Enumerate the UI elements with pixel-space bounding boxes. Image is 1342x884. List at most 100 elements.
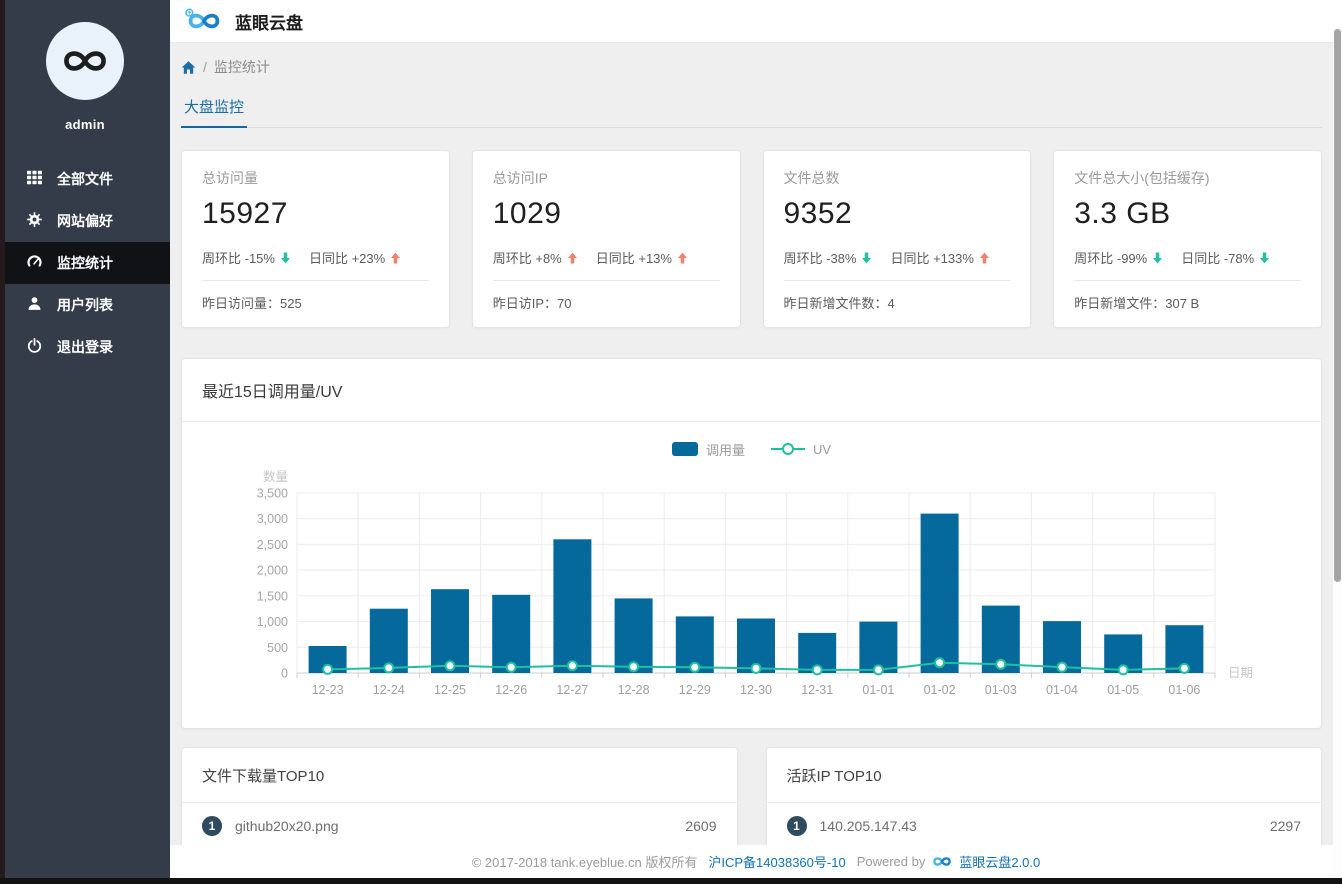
svg-text:12-30: 12-30 (740, 683, 772, 697)
list-item: 1 github20x20.png 2609 (182, 803, 737, 849)
sidebar-item-label: 用户列表 (57, 297, 113, 313)
gear-icon (27, 212, 42, 230)
metric-日同比: 日同比 +13% (596, 248, 688, 267)
stat-footer: 昨日新增文件：307 B (1074, 296, 1200, 311)
scrollbar-thumb[interactable] (1334, 29, 1341, 582)
metric-text: 日同比 -78% (1181, 251, 1255, 266)
scrollbar[interactable] (1333, 26, 1342, 878)
metric-text: 日同比 +133% (890, 251, 974, 266)
uv-point-01-03[interactable] (995, 658, 1007, 670)
legend-label: UV (812, 441, 832, 457)
metric-text: 周环比 -15% (202, 251, 275, 266)
metric-text: 周环比 -99% (1074, 251, 1148, 266)
list-title: 活跃IP TOP10 (766, 748, 1321, 803)
bar-01-02[interactable] (920, 513, 959, 673)
stat-card-total-ips: 总访问IP 1029 周环比 +8% 日同比 +13% 昨日访IP：70 (471, 150, 741, 328)
divider (1074, 280, 1301, 281)
bar-12-28[interactable] (614, 598, 653, 673)
uv-point-12-25[interactable] (444, 660, 456, 672)
stat-value: 9352 (783, 197, 853, 230)
uv-point-01-04[interactable] (1056, 661, 1068, 673)
stat-label: 文件总数 (783, 170, 840, 186)
svg-text:12-31: 12-31 (801, 683, 833, 697)
legend-label: 调用量 (705, 442, 745, 458)
svg-text:01-04: 01-04 (1046, 683, 1078, 697)
sidebar-item-logout[interactable]: 退出登录 (0, 326, 170, 368)
stat-metrics: 周环比 -99% 日同比 -78% (1074, 248, 1301, 267)
svg-text:12-29: 12-29 (679, 683, 711, 697)
chart-plot: 0 500 1,000 1,500 2,000 2,500 3,000 3,500 数量 日期 12… (202, 459, 1301, 716)
app-title: 蓝眼云盘 (235, 13, 303, 33)
uv-point-01-01[interactable] (872, 664, 884, 676)
sidebar-item-all-files[interactable]: 全部文件 (0, 158, 170, 200)
bar-12-27[interactable] (553, 539, 592, 673)
content: / 监控统计 大盘监控 总访问量 15927 周环比 -15% 日同比 +23% 昨日访… (170, 57, 1342, 855)
dashboard-icon (27, 254, 42, 272)
bar-12-25[interactable] (431, 589, 469, 673)
uv-point-12-27[interactable] (566, 660, 578, 672)
uv-point-12-26[interactable] (505, 661, 517, 673)
tab-dashboard-monitor[interactable]: 大盘监控 (181, 96, 248, 128)
uv-point-12-23[interactable] (322, 663, 334, 675)
uv-point-01-05[interactable] (1117, 664, 1129, 676)
app-header: 蓝眼云盘 (170, 0, 1342, 43)
home-icon[interactable] (181, 60, 196, 75)
sidebar-item-site-preference[interactable]: 网站偏好 (0, 200, 170, 242)
uv-point-12-29[interactable] (689, 661, 701, 673)
top-lists-row: 文件下载量TOP10 1 github20x20.png 2609 活跃IP TOP10… (181, 747, 1322, 855)
svg-text:01-06: 01-06 (1168, 683, 1200, 697)
bar-12-24[interactable] (369, 608, 408, 673)
stat-cards-row: 总访问量 15927 周环比 -15% 日同比 +23% 昨日访问量：525 总访问IP 1… (181, 150, 1322, 328)
arrow-up-icon (391, 252, 401, 263)
svg-text:500: 500 (267, 641, 288, 655)
chart-body: 调用量 UV 0 500 1,000 1,500 2,000 2,500 3,000 3,500… (182, 422, 1321, 728)
stat-label: 文件总大小(包括缓存) (1074, 170, 1210, 186)
rank-badge: 1 (202, 816, 222, 836)
uv-point-12-30[interactable] (750, 662, 762, 674)
metric-日同比: 日同比 +23% (309, 248, 401, 267)
uv-point-01-02[interactable] (934, 657, 946, 669)
powered-by: Powered by 蓝眼云盘2.0.0 (857, 852, 1041, 871)
user-icon (27, 296, 42, 314)
metric-text: 周环比 +8% (492, 251, 562, 266)
sidebar-item-label: 网站偏好 (57, 213, 113, 229)
sidebar-item-user-list[interactable]: 用户列表 (0, 284, 170, 326)
uv-point-12-31[interactable] (811, 664, 823, 676)
icp-link[interactable]: 沪ICP备14038360号-10 (708, 855, 846, 870)
uv-point-12-24[interactable] (383, 662, 395, 674)
svg-text:3,000: 3,000 (257, 512, 288, 526)
chart-title: 最近15日调用量/UV (182, 359, 1321, 422)
chart-card: 最近15日调用量/UV 调用量 UV 0 500 1,000 1,500 2,000 2,5… (181, 358, 1322, 729)
svg-text:2,500: 2,500 (257, 538, 288, 552)
bar-12-26[interactable] (492, 594, 531, 673)
app-logo-icon (183, 8, 225, 34)
stat-footer: 昨日新增文件数：4 (783, 296, 895, 311)
svg-text:12-24: 12-24 (373, 683, 405, 697)
uv-point-12-28[interactable] (628, 661, 640, 673)
list-card-active-ips-top10: 活跃IP TOP10 1 140.205.147.43 2297 (765, 747, 1322, 855)
arrow-down-icon (862, 252, 872, 263)
legend-item-line[interactable]: UV (770, 441, 832, 457)
uv-point-01-06[interactable] (1178, 662, 1190, 674)
power-icon (27, 337, 42, 356)
svg-text:12-23: 12-23 (312, 683, 344, 697)
stat-card-total-files: 文件总数 9352 周环比 -38% 日同比 +133% 昨日新增文件数：4 (762, 150, 1032, 328)
main-area: 蓝眼云盘 / 监控统计 大盘监控 总访问量 15927 周环比 -15% 日同比 +2… (170, 0, 1342, 884)
legend-item-bar[interactable]: 调用量 (671, 440, 745, 459)
sidebar-item-monitor-stats[interactable]: 监控统计 (0, 242, 170, 284)
brand-link[interactable]: 蓝眼云盘2.0.0 (959, 855, 1041, 870)
stat-card-total-visits: 总访问量 15927 周环比 -15% 日同比 +23% 昨日访问量：525 (181, 150, 450, 328)
svg-text:0: 0 (281, 667, 288, 681)
sidebar-item-label: 全部文件 (57, 171, 113, 187)
arrow-down-icon (1260, 252, 1270, 263)
arrow-down-icon (1153, 252, 1163, 263)
metric-周环比: 周环比 -99% (1074, 248, 1163, 267)
svg-text:2,000: 2,000 (257, 564, 288, 578)
grid-icon (27, 170, 42, 188)
avatar[interactable] (46, 22, 124, 100)
breadcrumb: / 监控统计 (181, 57, 1322, 77)
stat-value: 15927 (202, 197, 288, 230)
list-item-name: 140.205.147.43 (819, 818, 917, 834)
list-title: 文件下载量TOP10 (182, 748, 737, 803)
